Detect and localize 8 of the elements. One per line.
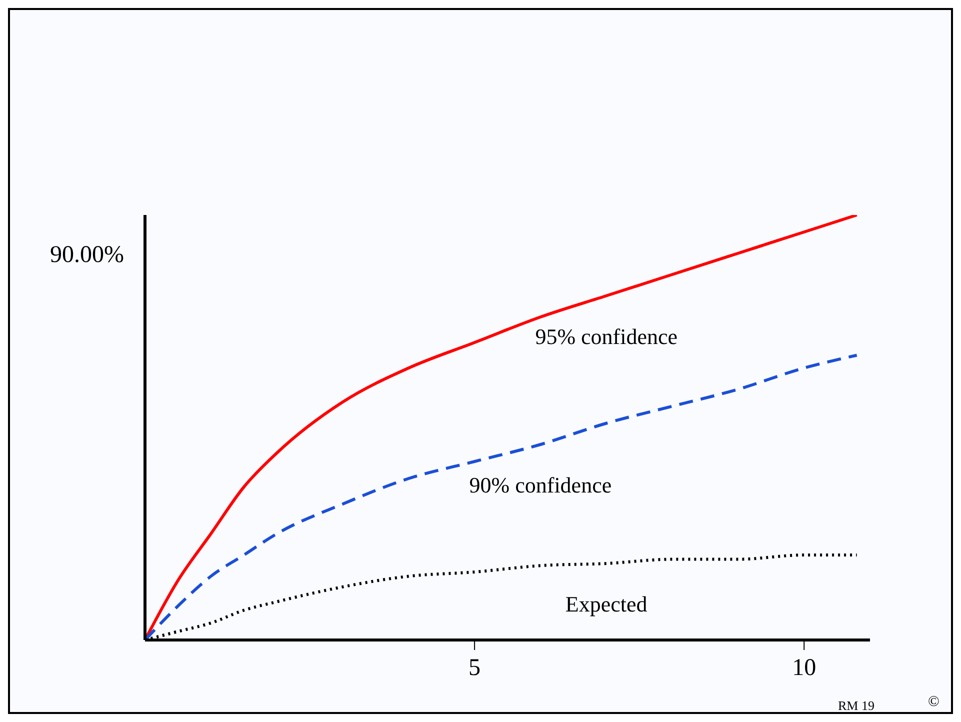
text: 90.00% (50, 242, 124, 269)
text: © (928, 694, 940, 711)
series-label: Expected (565, 592, 648, 616)
series-label: 90% confidence (469, 472, 612, 498)
x-tick-label: 10 (792, 655, 816, 682)
series-label: 95% confidence (535, 324, 678, 349)
x-tick-label: 5 (468, 655, 481, 682)
text: RM 19 (838, 698, 874, 714)
